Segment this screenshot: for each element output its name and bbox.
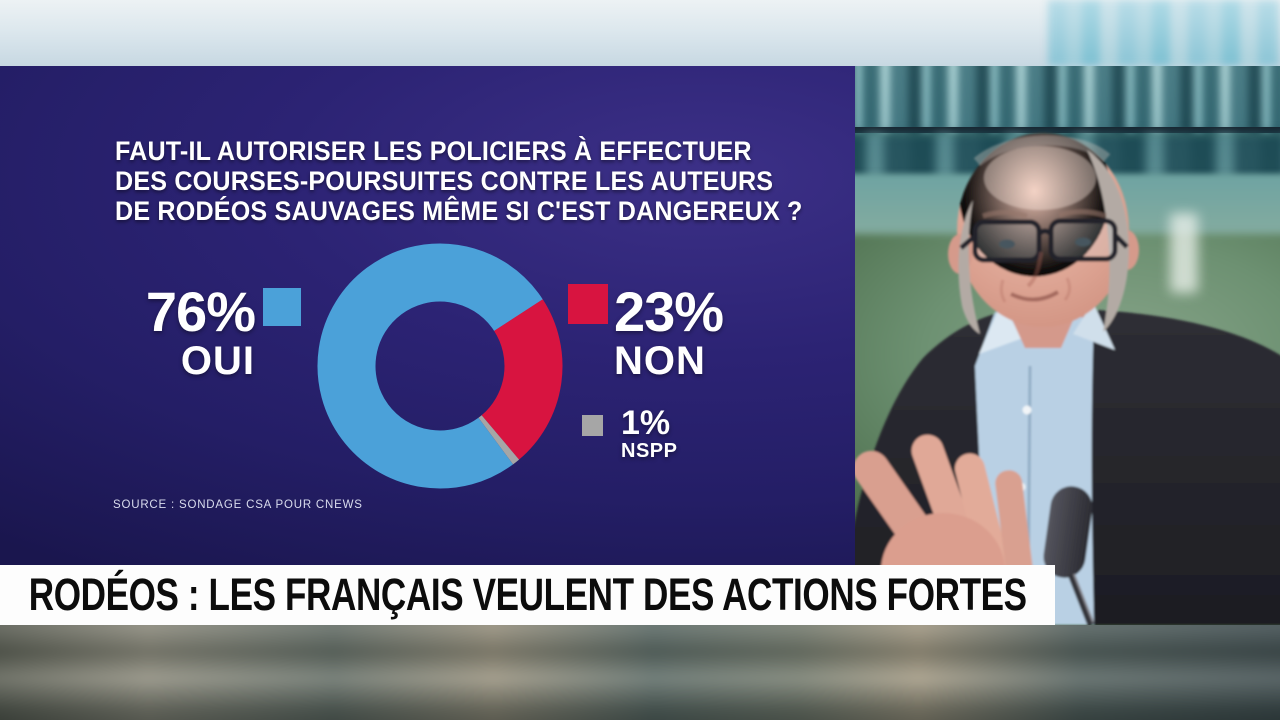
guest-mouth bbox=[1010, 290, 1060, 302]
blurred-desk-band bbox=[0, 625, 1280, 720]
studio-scene bbox=[855, 66, 1280, 625]
donut-chart-svg bbox=[317, 243, 563, 489]
legend-swatch-oui bbox=[263, 288, 301, 326]
stat-nspp-value: 1% bbox=[621, 404, 671, 442]
microphone bbox=[1043, 486, 1095, 625]
stat-oui: 76% OUI bbox=[145, 280, 256, 383]
legend-swatch-nspp bbox=[582, 415, 603, 436]
donut-segment-oui bbox=[317, 243, 563, 489]
stat-oui-label: OUI bbox=[180, 339, 255, 383]
guest-brow-right bbox=[1058, 209, 1107, 219]
guest-brow-left bbox=[982, 210, 1028, 219]
studio-guest bbox=[855, 133, 1280, 625]
donut-segment-non bbox=[317, 243, 563, 489]
guest-eye-right bbox=[1075, 237, 1091, 247]
headline-text: RODÉOS : LES FRANÇAIS VEULENT DES ACTION… bbox=[28, 569, 1027, 620]
guest-hair-right bbox=[1087, 150, 1129, 332]
studio-screen-reflection bbox=[1170, 213, 1198, 293]
city-skyline-blur bbox=[855, 66, 1280, 134]
question-line-3: DE RODÉOS SAUVAGES MÊME SI C'EST DANGERE… bbox=[115, 196, 803, 226]
studio-city-backdrop-top bbox=[1048, 0, 1280, 66]
stat-oui-value: 76% bbox=[145, 280, 256, 343]
shirt-button bbox=[1022, 405, 1032, 415]
question-line-2: DES COURSES-POURSUITES CONTRE LES AUTEUR… bbox=[115, 166, 774, 196]
forehead-highlight bbox=[984, 146, 1096, 210]
smile-fold-right bbox=[1063, 277, 1072, 301]
stat-nspp-label: NSPP bbox=[621, 440, 678, 462]
donut-chart bbox=[317, 243, 563, 489]
headline-banner: RODÉOS : LES FRANÇAIS VEULENT DES ACTION… bbox=[0, 565, 1055, 625]
backdrop-horizon-line bbox=[855, 127, 1280, 133]
stat-non-label: NON bbox=[614, 339, 706, 383]
stat-nspp: 1% NSPP bbox=[621, 406, 677, 462]
shirt-collar-left bbox=[979, 304, 1023, 354]
guest-eye-left bbox=[999, 239, 1015, 249]
stat-non-value: 23% bbox=[614, 280, 724, 343]
guest-nose bbox=[1026, 251, 1043, 288]
donut-segment-nspp bbox=[317, 243, 563, 489]
shirt-collar-right bbox=[1073, 302, 1115, 350]
motion-blur-streaks bbox=[0, 625, 1280, 720]
poll-question: FAUT-IL AUTORISER LES POLICIERS À EFFECT… bbox=[115, 136, 803, 226]
guest-jacket-right bbox=[1085, 310, 1280, 625]
smile-fold-left bbox=[999, 279, 1007, 303]
stat-non: 23% NON bbox=[614, 280, 724, 383]
guest-hair-top bbox=[973, 135, 1111, 166]
poll-panel: FAUT-IL AUTORISER LES POLICIERS À EFFECT… bbox=[0, 66, 855, 565]
legend-swatch-non bbox=[568, 284, 608, 324]
question-line-1: FAUT-IL AUTORISER LES POLICIERS À EFFECT… bbox=[115, 136, 752, 166]
guest-hair-left bbox=[958, 200, 980, 334]
source-label: SOURCE : SONDAGE CSA POUR CNEWS bbox=[113, 499, 363, 511]
